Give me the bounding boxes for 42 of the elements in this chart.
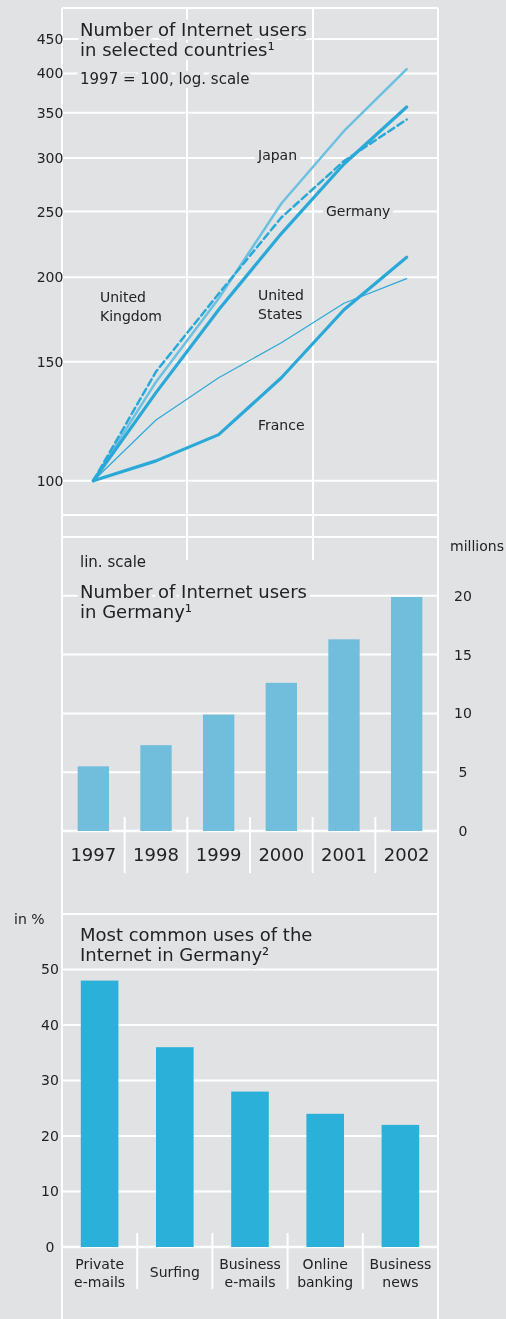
x-tick-label: Business e-mails (219, 1256, 281, 1290)
y-tick-label: 400 (36, 65, 64, 82)
y-tick-label: 150 (36, 353, 64, 370)
y-tick-label: 10 (41, 1183, 59, 1200)
y-axis-title: in % (14, 911, 45, 927)
y-tick-label: 100 (36, 472, 64, 489)
x-tick-label: 2001 (321, 844, 367, 865)
y-tick-label: 10 (454, 705, 472, 722)
y-tick-label: 450 (36, 30, 64, 47)
x-tick-label: Business news (369, 1256, 432, 1290)
series-label: United Kingdom (100, 289, 162, 324)
text: Number of Internet users in selected countries¹ (80, 19, 307, 60)
x-tick-label: Surfing (149, 1264, 200, 1280)
y-tick-label: 20 (41, 1127, 59, 1144)
y-tick-label: 300 (36, 149, 64, 166)
text: Number of Internet users in Germany¹ (80, 581, 307, 622)
y-axis-title: millions (450, 538, 504, 554)
series-label: France (258, 417, 305, 433)
x-tick-label: 2002 (383, 844, 430, 865)
y-tick-label: 5 (458, 764, 468, 781)
y-tick-label: 15 (454, 646, 472, 663)
x-tick-label: 1998 (133, 844, 179, 865)
y-tick-label: 20 (454, 587, 472, 604)
y-tick-label: 200 (36, 269, 64, 286)
series-label: Germany (326, 203, 391, 219)
y-tick-label: 50 (41, 961, 59, 978)
text: 1997 = 100, log. scale (80, 70, 250, 88)
y-tick-label: 30 (41, 1072, 59, 1089)
x-tick-label: Online banking (297, 1256, 354, 1290)
x-tick-label: 1997 (70, 844, 117, 865)
y-tick-label: 0 (45, 1238, 55, 1255)
x-tick-label: Private e-mails (74, 1256, 126, 1290)
x-tick-label: 2000 (258, 844, 305, 865)
series-label: Japan (257, 147, 298, 163)
series-label: United States (258, 287, 304, 322)
y-tick-label: 250 (36, 203, 64, 220)
annotation: lin. scale (80, 553, 147, 571)
y-tick-label: 350 (36, 104, 64, 121)
text: Most common uses of the Internet in Germany² (80, 924, 313, 965)
y-tick-label: 0 (458, 822, 468, 839)
y-tick-label: 40 (41, 1016, 59, 1033)
x-tick-label: 1999 (195, 844, 242, 865)
